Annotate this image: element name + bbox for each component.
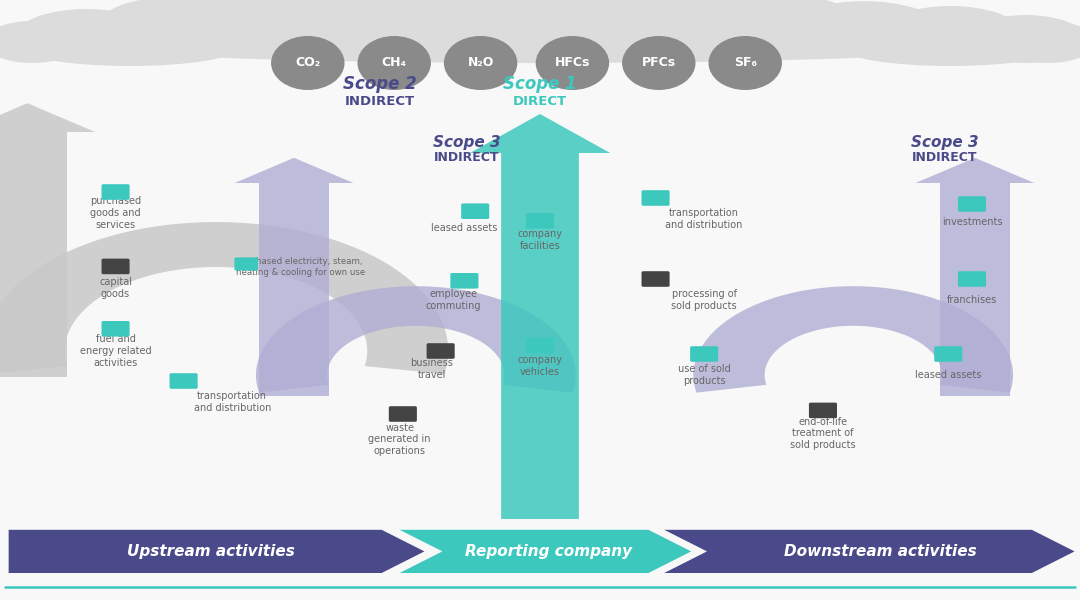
Text: Scope 2: Scope 2 xyxy=(343,75,417,93)
Polygon shape xyxy=(234,158,353,183)
Text: transportation
and distribution: transportation and distribution xyxy=(665,208,743,230)
Text: N₂O: N₂O xyxy=(468,56,494,70)
Ellipse shape xyxy=(788,1,940,55)
Ellipse shape xyxy=(357,36,431,90)
Text: Scope 3: Scope 3 xyxy=(912,135,978,150)
FancyBboxPatch shape xyxy=(461,203,489,219)
Ellipse shape xyxy=(605,0,778,54)
Ellipse shape xyxy=(54,21,1026,63)
Text: investments: investments xyxy=(942,217,1002,227)
Ellipse shape xyxy=(444,36,517,90)
Text: fuel and
energy related
activities: fuel and energy related activities xyxy=(80,334,151,368)
FancyBboxPatch shape xyxy=(102,259,130,274)
Polygon shape xyxy=(693,286,1013,392)
Text: company
vehicles: company vehicles xyxy=(517,355,563,377)
FancyBboxPatch shape xyxy=(809,403,837,418)
Text: CO₂: CO₂ xyxy=(295,56,321,70)
FancyBboxPatch shape xyxy=(102,321,130,337)
Text: INDIRECT: INDIRECT xyxy=(913,151,977,164)
Ellipse shape xyxy=(16,9,157,63)
Polygon shape xyxy=(0,103,95,132)
Text: processing of
sold products: processing of sold products xyxy=(672,289,737,311)
Text: franchises: franchises xyxy=(947,295,997,305)
Ellipse shape xyxy=(842,30,1058,66)
FancyBboxPatch shape xyxy=(427,343,455,359)
Ellipse shape xyxy=(697,0,859,54)
Polygon shape xyxy=(470,114,610,519)
Text: transportation
and distribution: transportation and distribution xyxy=(193,391,271,413)
Ellipse shape xyxy=(97,0,248,57)
FancyBboxPatch shape xyxy=(526,213,554,229)
Ellipse shape xyxy=(880,6,1021,60)
Text: CH₄: CH₄ xyxy=(381,56,407,70)
Polygon shape xyxy=(916,158,1035,183)
Text: purchased
goods and
services: purchased goods and services xyxy=(90,196,141,230)
Ellipse shape xyxy=(967,15,1080,63)
Text: PFCs: PFCs xyxy=(642,56,676,70)
FancyBboxPatch shape xyxy=(934,346,962,362)
Text: Scope 1: Scope 1 xyxy=(503,75,577,93)
Ellipse shape xyxy=(708,36,782,90)
Ellipse shape xyxy=(259,0,432,54)
FancyBboxPatch shape xyxy=(690,346,718,362)
Ellipse shape xyxy=(22,30,238,66)
Ellipse shape xyxy=(346,0,518,52)
Ellipse shape xyxy=(427,0,610,54)
Text: waste
generated in
operations: waste generated in operations xyxy=(368,422,431,456)
Bar xyxy=(0,132,67,377)
Polygon shape xyxy=(664,530,1075,573)
FancyBboxPatch shape xyxy=(642,271,670,287)
Text: SF₆: SF₆ xyxy=(733,56,757,70)
Text: Scope 3: Scope 3 xyxy=(433,135,500,150)
FancyBboxPatch shape xyxy=(958,196,986,212)
Text: use of sold
products: use of sold products xyxy=(678,364,730,386)
Text: Reporting company: Reporting company xyxy=(465,544,632,559)
Bar xyxy=(940,183,1010,395)
Ellipse shape xyxy=(999,21,1080,63)
Text: employee
commuting: employee commuting xyxy=(426,289,482,311)
FancyBboxPatch shape xyxy=(526,338,554,353)
Text: purchased electricity, steam,
heating & cooling for own use: purchased electricity, steam, heating & … xyxy=(235,257,365,277)
Polygon shape xyxy=(9,530,424,573)
Text: HFCs: HFCs xyxy=(555,56,590,70)
Text: capital
goods: capital goods xyxy=(99,277,132,299)
Text: INDIRECT: INDIRECT xyxy=(346,95,415,108)
Ellipse shape xyxy=(622,36,696,90)
FancyBboxPatch shape xyxy=(102,184,130,200)
Text: Downstream activities: Downstream activities xyxy=(784,544,976,559)
Text: Upstream activities: Upstream activities xyxy=(126,544,295,559)
Text: INDIRECT: INDIRECT xyxy=(434,151,499,164)
Text: end-of-life
treatment of
sold products: end-of-life treatment of sold products xyxy=(791,416,855,450)
Text: business
travel: business travel xyxy=(410,358,454,380)
FancyBboxPatch shape xyxy=(170,373,198,389)
Ellipse shape xyxy=(536,36,609,90)
Text: leased assets: leased assets xyxy=(431,223,498,233)
FancyBboxPatch shape xyxy=(234,257,258,271)
Text: DIRECT: DIRECT xyxy=(513,95,567,108)
Polygon shape xyxy=(256,286,576,392)
Ellipse shape xyxy=(271,36,345,90)
Ellipse shape xyxy=(518,0,691,52)
Polygon shape xyxy=(400,530,691,573)
Polygon shape xyxy=(0,222,448,374)
Ellipse shape xyxy=(173,0,346,57)
Ellipse shape xyxy=(0,21,81,63)
FancyBboxPatch shape xyxy=(389,406,417,422)
Text: leased assets: leased assets xyxy=(915,370,982,380)
Bar xyxy=(259,183,329,395)
FancyBboxPatch shape xyxy=(958,271,986,287)
FancyBboxPatch shape xyxy=(450,273,478,289)
Text: company
facilities: company facilities xyxy=(517,229,563,251)
FancyBboxPatch shape xyxy=(642,190,670,206)
